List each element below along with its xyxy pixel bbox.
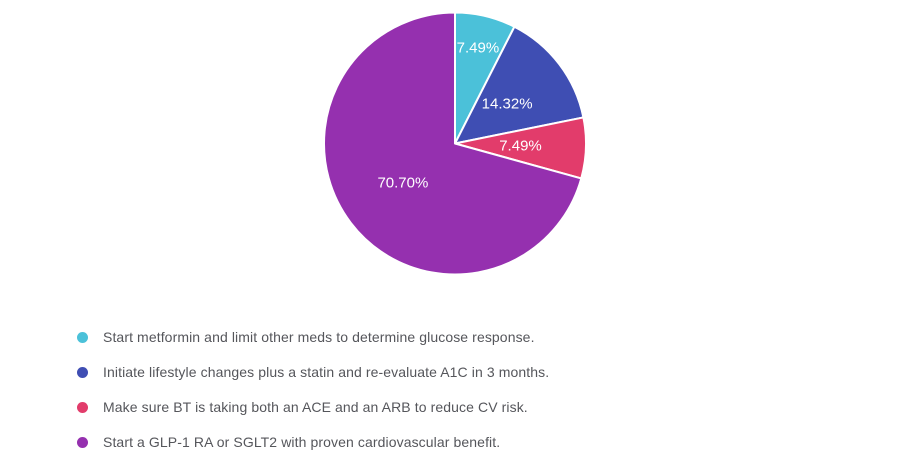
legend-dot-icon-1 — [77, 366, 88, 378]
legend-item-3[interactable]: Start a GLP-1 RA or SGLT2 with proven ca… — [77, 434, 549, 450]
legend-dot-icon-0 — [77, 331, 88, 343]
legend: Start metformin and limit other meds to … — [77, 329, 549, 460]
legend-label-2: Make sure BT is taking both an ACE and a… — [103, 399, 528, 415]
legend-item-1[interactable]: Initiate lifestyle changes plus a statin… — [77, 364, 549, 380]
legend-label-3: Start a GLP-1 RA or SGLT2 with proven ca… — [103, 434, 501, 450]
legend-item-2[interactable]: Make sure BT is taking both an ACE and a… — [77, 399, 549, 415]
legend-item-0[interactable]: Start metformin and limit other meds to … — [77, 329, 549, 345]
pie-chart: 7.49% 14.32% 7.49% 70.70% — [323, 11, 588, 276]
legend-dot-icon-2 — [77, 401, 88, 413]
pie-slice-percentage-label-3: 70.70% — [377, 175, 428, 192]
legend-label-0: Start metformin and limit other meds to … — [103, 329, 535, 345]
pie-slice-percentage-label-1: 14.32% — [482, 95, 533, 112]
pie-slice-percentage-label-2: 7.49% — [499, 137, 542, 154]
pie-slice-percentage-label-0: 7.49% — [457, 40, 500, 57]
pie-slice-1[interactable] — [454, 25, 585, 145]
legend-dot-icon-3 — [77, 436, 88, 448]
pie-slice-3[interactable] — [323, 11, 583, 276]
legend-label-1: Initiate lifestyle changes plus a statin… — [103, 364, 550, 380]
